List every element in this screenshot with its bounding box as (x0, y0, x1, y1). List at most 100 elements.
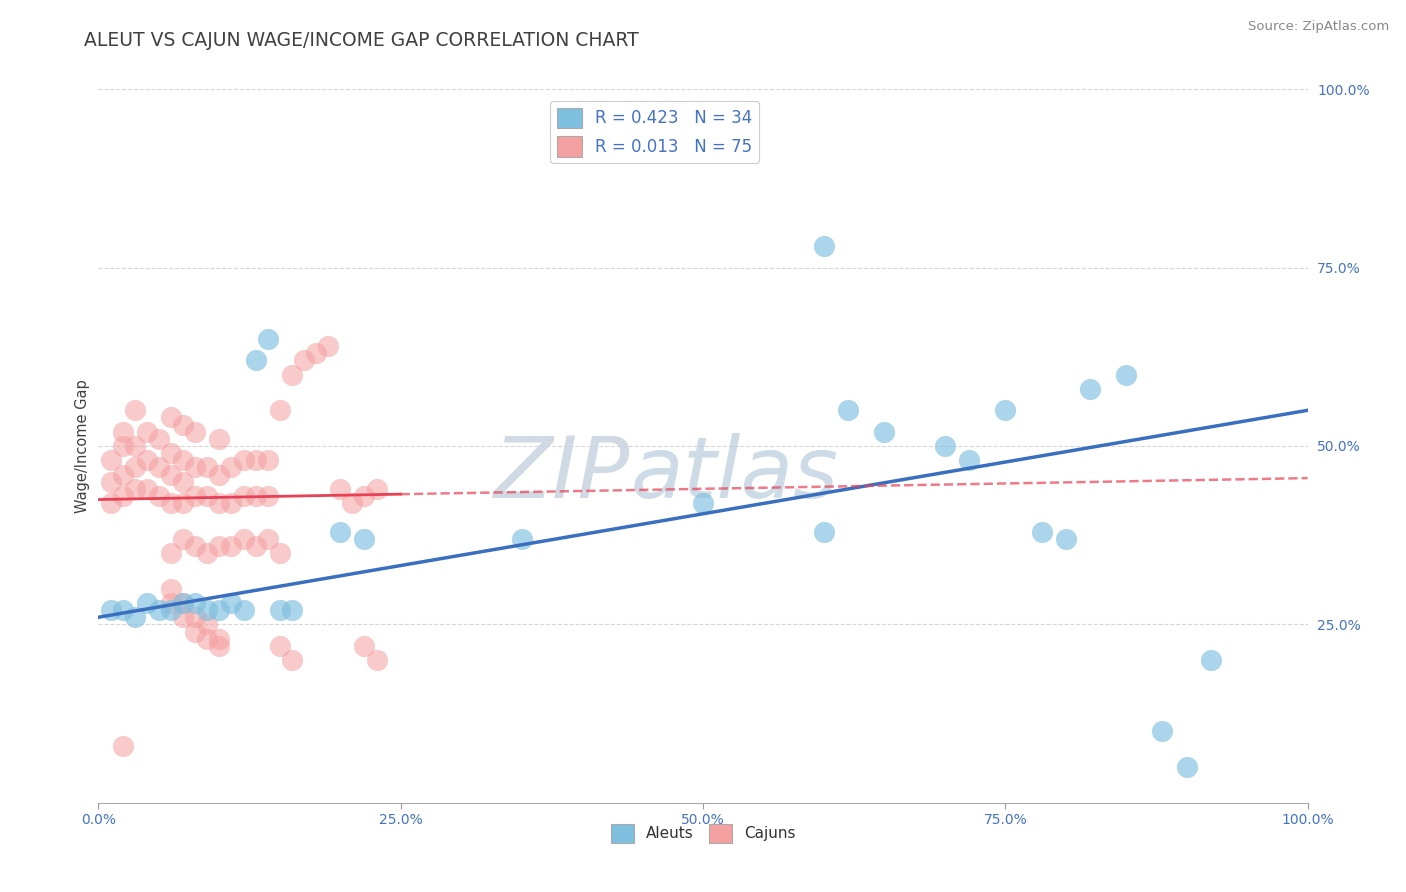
Point (160, 446, 183, 460)
Point (160, 496, 183, 510)
Point (172, 596, 194, 610)
Point (1078, 382, 1101, 396)
Point (316, 339, 339, 353)
Point (269, 403, 291, 417)
Point (221, 539, 243, 553)
Point (124, 439, 146, 453)
Point (208, 632, 231, 646)
Point (221, 596, 243, 610)
Point (111, 425, 134, 439)
Point (111, 439, 134, 453)
Point (692, 496, 714, 510)
Point (135, 596, 157, 610)
Point (195, 489, 218, 503)
Point (1199, 653, 1222, 667)
Point (934, 439, 956, 453)
Point (100, 603, 122, 617)
Point (124, 403, 146, 417)
Point (160, 596, 183, 610)
Text: atlas: atlas (630, 433, 838, 516)
Point (172, 496, 194, 510)
Point (135, 453, 157, 467)
Point (184, 460, 207, 475)
Point (366, 482, 388, 496)
Point (281, 653, 304, 667)
Point (1175, 760, 1198, 774)
Point (281, 368, 304, 382)
Point (329, 482, 352, 496)
Point (232, 453, 254, 467)
Text: ZIP: ZIP (494, 433, 630, 516)
Legend: Aleuts, Cajuns: Aleuts, Cajuns (605, 818, 801, 848)
Point (994, 403, 1017, 417)
Point (510, 532, 533, 546)
Point (135, 425, 157, 439)
Point (329, 524, 352, 539)
Point (256, 332, 278, 346)
Point (160, 582, 183, 596)
Point (353, 639, 375, 653)
Point (208, 432, 231, 446)
Point (208, 539, 231, 553)
Point (245, 489, 267, 503)
Point (342, 496, 364, 510)
Point (245, 453, 267, 467)
Point (184, 539, 207, 553)
Point (148, 603, 170, 617)
Point (1031, 524, 1053, 539)
Point (100, 496, 122, 510)
Point (245, 539, 267, 553)
Point (245, 353, 267, 368)
Point (124, 482, 146, 496)
Point (353, 489, 375, 503)
Point (232, 489, 254, 503)
Point (195, 632, 218, 646)
Point (232, 603, 254, 617)
Point (208, 639, 231, 653)
Point (172, 596, 194, 610)
Point (957, 453, 980, 467)
Point (837, 403, 859, 417)
Point (160, 410, 183, 425)
Point (184, 610, 207, 624)
Point (195, 460, 218, 475)
Point (172, 610, 194, 624)
Point (172, 475, 194, 489)
Point (1054, 532, 1077, 546)
Point (195, 603, 218, 617)
Point (184, 596, 207, 610)
Point (269, 603, 291, 617)
Point (124, 610, 146, 624)
Point (1152, 724, 1174, 739)
Y-axis label: Wage/Income Gap: Wage/Income Gap (75, 379, 90, 513)
Point (208, 467, 231, 482)
Point (111, 489, 134, 503)
Point (135, 482, 157, 496)
Point (111, 603, 134, 617)
Point (292, 353, 315, 368)
Point (232, 532, 254, 546)
Point (813, 524, 835, 539)
Point (148, 432, 170, 446)
Point (256, 453, 278, 467)
Point (195, 546, 218, 560)
Text: Source: ZipAtlas.com: Source: ZipAtlas.com (1249, 20, 1389, 33)
Point (221, 496, 243, 510)
Point (256, 532, 278, 546)
Point (172, 417, 194, 432)
Point (160, 467, 183, 482)
Point (148, 460, 170, 475)
Point (160, 603, 183, 617)
Point (256, 489, 278, 503)
Point (208, 603, 231, 617)
Point (184, 489, 207, 503)
Point (305, 346, 328, 360)
Point (281, 603, 304, 617)
Point (184, 624, 207, 639)
Point (221, 460, 243, 475)
Text: ALEUT VS CAJUN WAGE/INCOME GAP CORRELATION CHART: ALEUT VS CAJUN WAGE/INCOME GAP CORRELATI… (84, 31, 640, 50)
Point (1115, 368, 1137, 382)
Point (111, 467, 134, 482)
Point (172, 453, 194, 467)
Point (148, 489, 170, 503)
